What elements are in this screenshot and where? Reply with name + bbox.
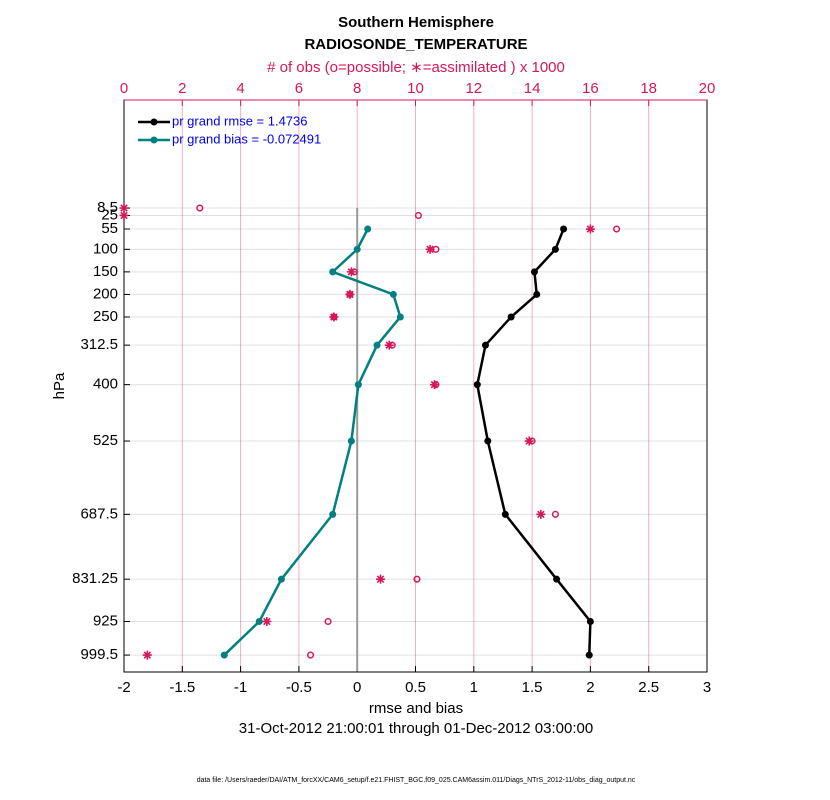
x-tick-label: 1 bbox=[470, 679, 478, 696]
point bbox=[353, 245, 361, 253]
point bbox=[345, 289, 355, 299]
point bbox=[530, 268, 538, 276]
point bbox=[585, 651, 593, 659]
point bbox=[429, 380, 439, 390]
footnote: data file: /Users/raeder/DAI/ATM_forcXX/… bbox=[197, 777, 636, 784]
y-tick-label: 831.25 bbox=[72, 570, 118, 587]
x-tick-label: -1 bbox=[234, 679, 247, 696]
x-tick-label: 2.5 bbox=[638, 679, 659, 696]
point bbox=[553, 575, 561, 583]
y-tick-label: 525 bbox=[93, 432, 118, 449]
y-tick-label: 250 bbox=[93, 308, 118, 325]
point bbox=[329, 510, 337, 518]
x2-tick-label: 10 bbox=[407, 80, 424, 97]
x-tick-label: 0 bbox=[353, 679, 361, 696]
point bbox=[347, 437, 355, 445]
y-tick-label: 400 bbox=[93, 376, 118, 393]
x2-tick-label: 12 bbox=[465, 80, 482, 97]
x-tick-label: 1.5 bbox=[522, 679, 543, 696]
point bbox=[329, 268, 337, 276]
y-axis-label: hPa bbox=[51, 372, 68, 399]
point bbox=[586, 617, 594, 625]
legend-marker bbox=[150, 136, 158, 144]
point bbox=[255, 617, 263, 625]
point bbox=[376, 574, 386, 584]
y-tick-label: 100 bbox=[93, 240, 118, 257]
point bbox=[277, 575, 285, 583]
point bbox=[507, 313, 515, 321]
point bbox=[414, 211, 422, 220]
x2-tick-label: 18 bbox=[640, 80, 657, 97]
point bbox=[524, 436, 534, 446]
x2-tick-label: 6 bbox=[295, 80, 303, 97]
legend-label: pr grand rmse = 1.4736 bbox=[172, 113, 308, 128]
series-line bbox=[223, 228, 402, 656]
point bbox=[354, 381, 362, 389]
point bbox=[329, 312, 339, 322]
series-line bbox=[476, 228, 592, 656]
legend-label: pr grand bias = -0.072491 bbox=[172, 131, 321, 146]
chart-title: Southern Hemisphere bbox=[338, 14, 494, 31]
y-tick-label: 200 bbox=[93, 285, 118, 302]
point bbox=[585, 224, 595, 234]
point bbox=[425, 244, 435, 254]
x2-tick-label: 0 bbox=[120, 80, 128, 97]
y-tick-label: 55 bbox=[101, 220, 118, 237]
point bbox=[473, 381, 481, 389]
x2-tick-label: 16 bbox=[582, 80, 599, 97]
y-tick-label: 25 bbox=[101, 206, 118, 223]
x2-tick-label: 8 bbox=[353, 80, 361, 97]
point bbox=[373, 341, 381, 349]
point bbox=[551, 245, 559, 253]
point bbox=[324, 617, 332, 626]
point bbox=[262, 616, 272, 626]
point bbox=[481, 341, 489, 349]
y-tick-label: 8.5 bbox=[97, 199, 118, 216]
point bbox=[533, 290, 541, 298]
x-tick-label: -0.5 bbox=[286, 679, 312, 696]
x-tick-label: 3 bbox=[703, 679, 711, 696]
point bbox=[142, 650, 152, 660]
x-tick-label: -1.5 bbox=[169, 679, 195, 696]
point bbox=[396, 313, 404, 321]
chart-subtitle: RADIOSONDE_TEMPERATURE bbox=[304, 36, 527, 53]
point bbox=[220, 651, 228, 659]
x2-tick-label: 4 bbox=[236, 80, 244, 97]
legend-marker bbox=[150, 118, 158, 126]
point bbox=[413, 575, 421, 583]
date-range: 31-Oct-2012 21:00:01 through 01-Dec-2012… bbox=[239, 720, 593, 737]
x2-tick-label: 2 bbox=[178, 80, 186, 97]
point bbox=[119, 203, 129, 213]
point bbox=[560, 225, 568, 233]
y-tick-label: 925 bbox=[93, 612, 118, 629]
y-tick-label: 687.5 bbox=[80, 505, 118, 522]
point bbox=[119, 210, 129, 220]
x2-tick-label: 14 bbox=[524, 80, 541, 97]
point bbox=[364, 225, 372, 233]
point bbox=[384, 340, 394, 350]
top-axis-label: # of obs (o=possible; ∗=assimilated ) x … bbox=[267, 59, 565, 76]
y-tick-label: 150 bbox=[93, 263, 118, 280]
x-axis-label: rmse and bias bbox=[369, 700, 463, 717]
x2-tick-label: 20 bbox=[699, 80, 716, 97]
point bbox=[536, 509, 546, 519]
point bbox=[501, 510, 509, 518]
y-tick-label: 999.5 bbox=[80, 646, 118, 663]
point bbox=[484, 437, 492, 445]
point bbox=[346, 267, 356, 277]
x-tick-label: 0.5 bbox=[405, 679, 426, 696]
point bbox=[307, 651, 315, 659]
point bbox=[389, 290, 397, 298]
point bbox=[196, 204, 204, 212]
point bbox=[613, 225, 621, 233]
x-tick-label: 2 bbox=[586, 679, 594, 696]
y-tick-label: 312.5 bbox=[80, 336, 118, 353]
point bbox=[551, 510, 559, 518]
x-tick-label: -2 bbox=[117, 679, 130, 696]
